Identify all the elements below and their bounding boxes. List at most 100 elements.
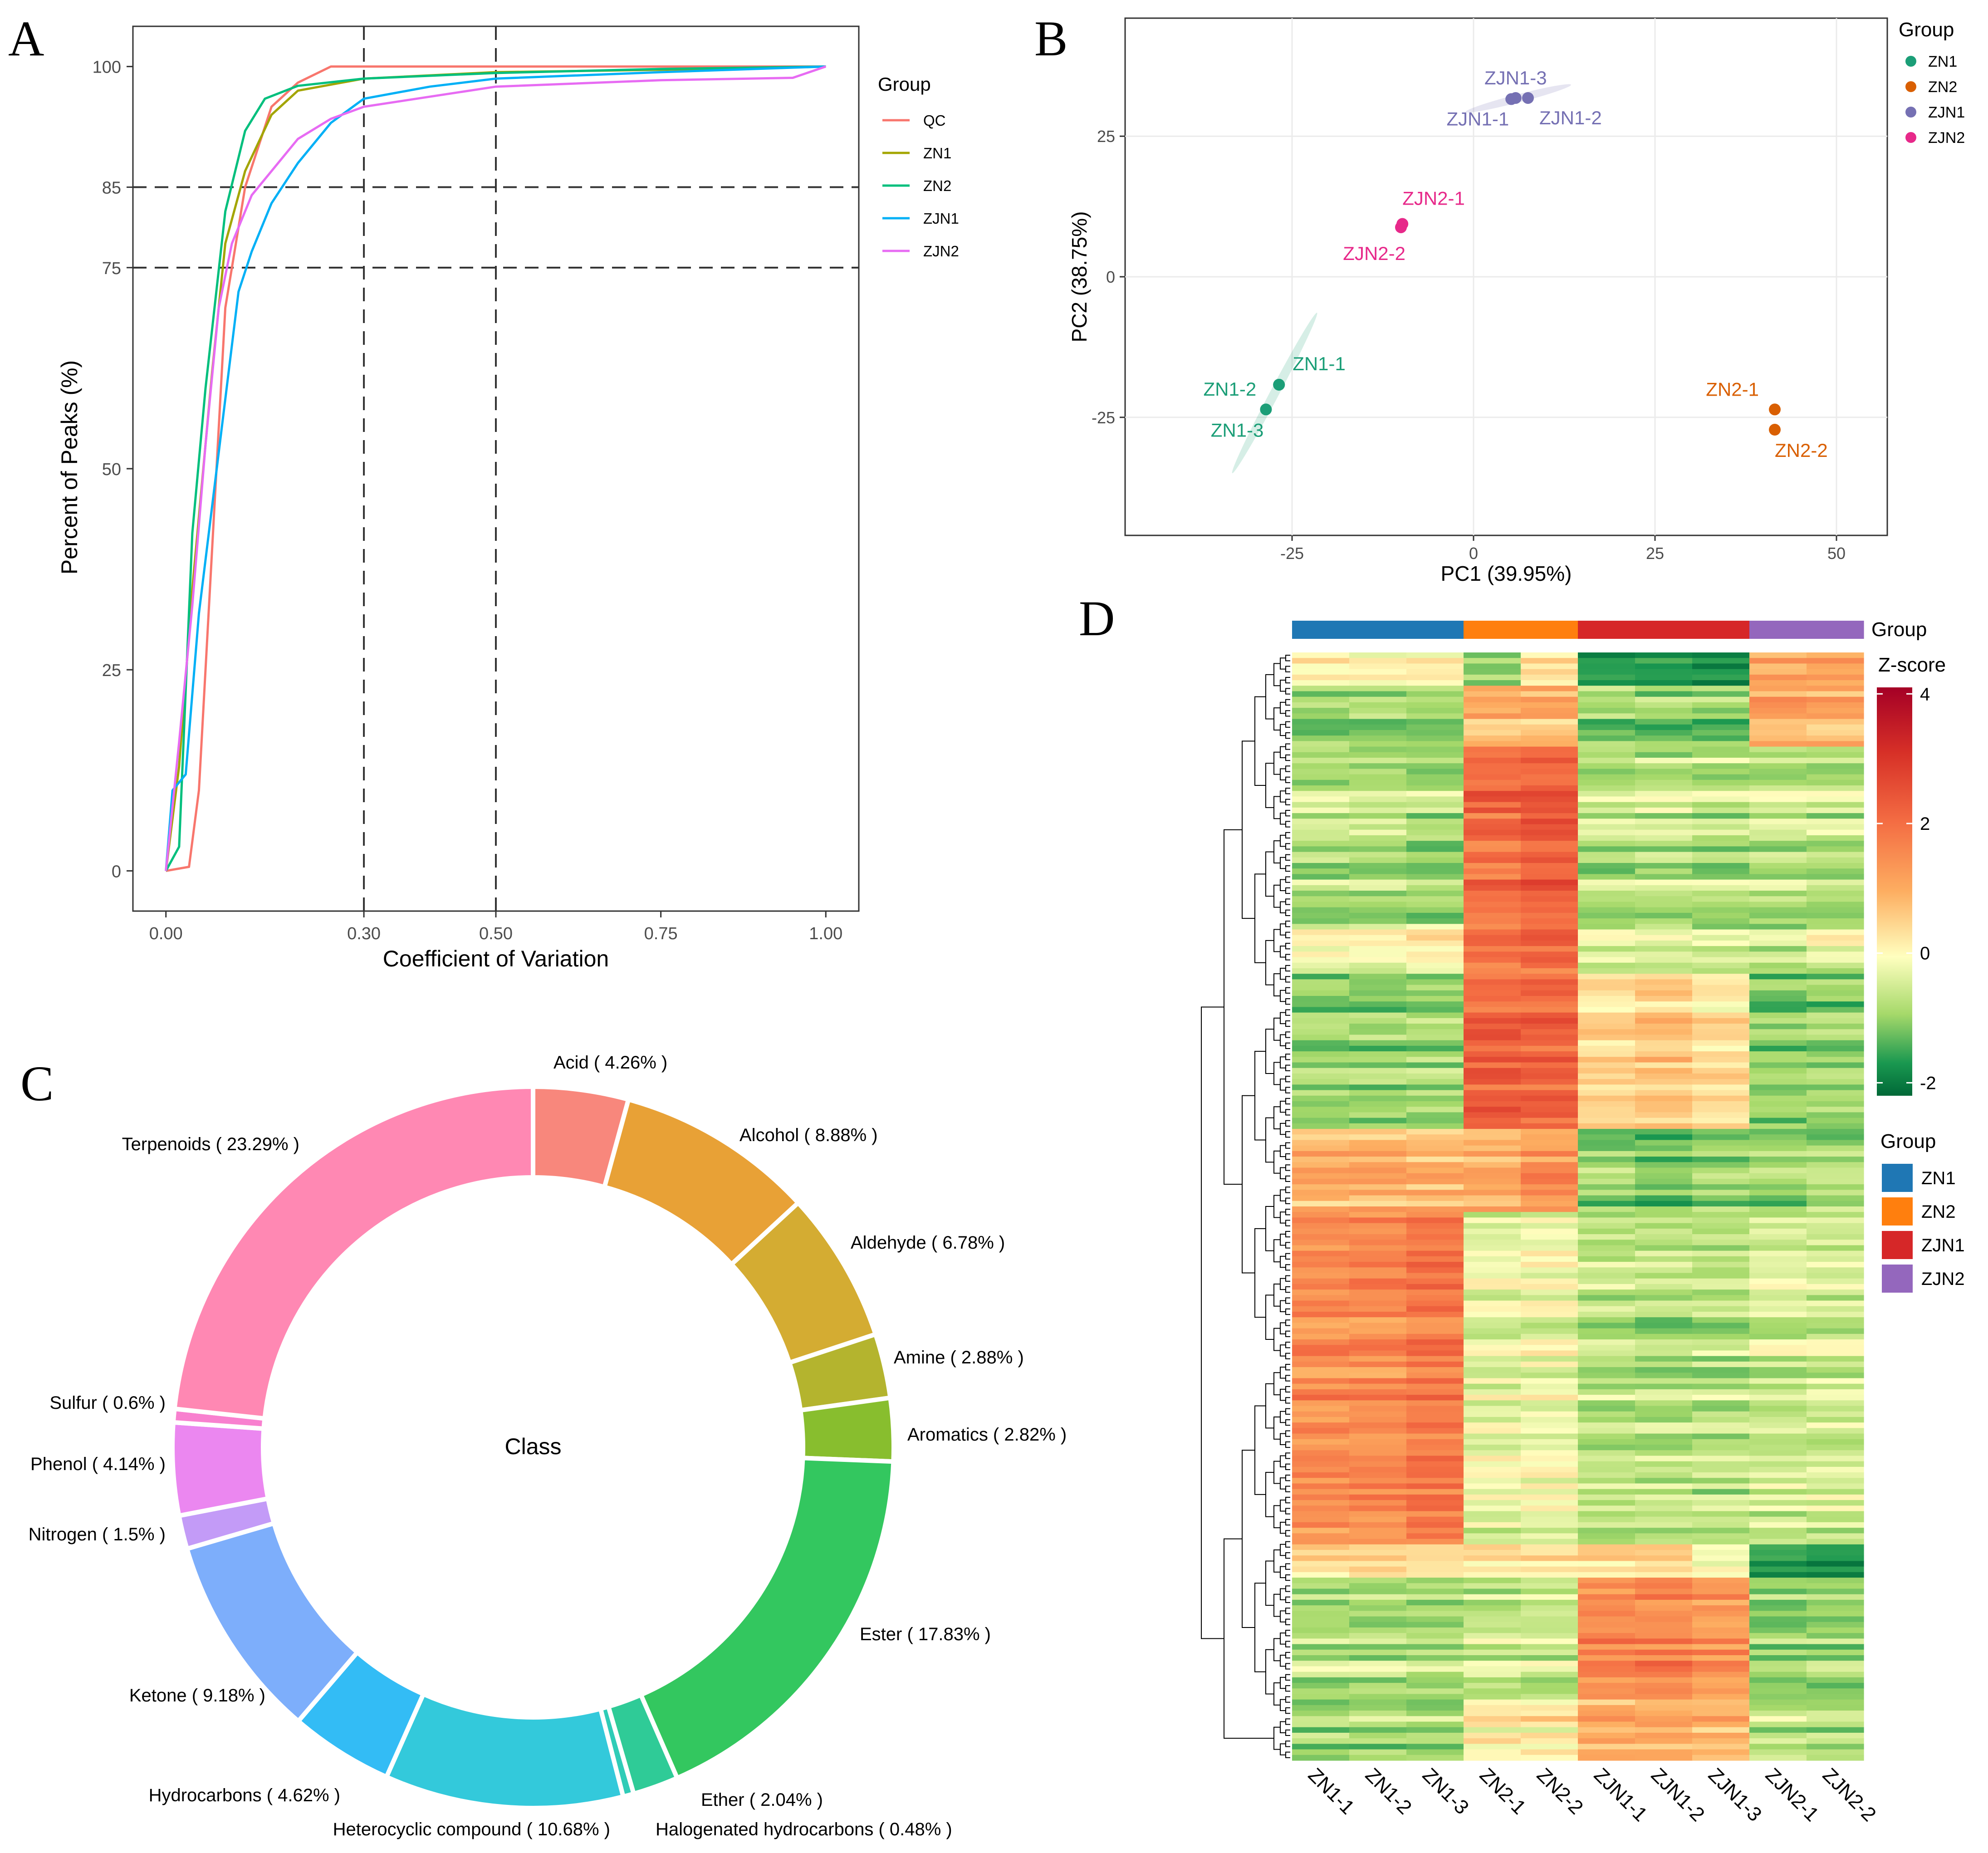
heatmap-cell (1349, 1051, 1407, 1057)
heatmap-cell (1807, 1162, 1864, 1168)
heatmap-cell (1349, 1328, 1407, 1334)
heatmap-cell (1406, 769, 1464, 775)
heatmap-cell (1578, 785, 1635, 791)
heatmap-cell (1349, 829, 1407, 836)
heatmap-cell (1635, 1278, 1693, 1284)
heatmap-cell (1521, 863, 1578, 869)
heatmap-cell (1464, 1223, 1521, 1229)
heatmap-cell (1406, 1511, 1464, 1517)
heatmap-cell (1406, 1627, 1464, 1633)
heatmap-cell (1464, 912, 1521, 919)
heatmap-cell (1349, 929, 1407, 936)
heatmap-cell (1807, 1062, 1864, 1069)
heatmap-cell (1464, 1456, 1521, 1462)
heatmap-cell (1635, 652, 1693, 658)
heatmap-cell (1635, 1173, 1693, 1179)
heatmap-cell (1807, 891, 1864, 897)
heatmap-cell (1692, 1528, 1750, 1534)
heatmap-cell (1521, 1644, 1578, 1650)
heatmap-cell (1807, 774, 1864, 780)
dendrogram-branch (1285, 1441, 1290, 1448)
heatmap-cell (1464, 791, 1521, 797)
heatmap-cell (1292, 1627, 1350, 1633)
heatmap-cell (1578, 1284, 1635, 1290)
heatmap-cell (1349, 1095, 1407, 1102)
heatmap-cell (1578, 1151, 1635, 1157)
heatmap-cell (1578, 918, 1635, 924)
dendrogram-branch (1273, 1461, 1280, 1484)
heatmap-cell (1521, 879, 1578, 886)
heatmap-cell (1406, 1494, 1464, 1500)
heatmap-cell (1349, 1478, 1407, 1484)
heatmap-cell (1635, 1345, 1693, 1351)
heatmap-cell (1349, 1024, 1407, 1029)
heatmap-cell (1578, 1705, 1635, 1711)
heatmap-cell (1749, 774, 1807, 780)
heatmap-cell (1406, 1157, 1464, 1162)
heatmap-cell (1635, 713, 1693, 720)
heatmap-cell (1749, 852, 1807, 858)
heatmap-cell (1692, 1206, 1750, 1212)
heatmap-cell (1635, 1683, 1693, 1689)
dendrogram-branch (1285, 754, 1290, 761)
slice-label-aromatics: Aromatics ( 2.82% ) (907, 1425, 1067, 1445)
dendrogram-branch (1285, 1574, 1290, 1581)
heatmap-cell (1292, 1638, 1350, 1645)
heatmap-cell (1578, 1688, 1635, 1695)
heatmap-cell (1521, 719, 1578, 725)
heatmap-cell (1292, 702, 1350, 708)
heatmap-cell (1578, 874, 1635, 880)
heatmap-cell (1807, 1079, 1864, 1085)
heatmap-cell (1692, 1445, 1750, 1451)
heatmap-cell (1749, 1157, 1807, 1162)
heatmap-cell (1349, 1157, 1407, 1162)
heatmap-cell (1635, 902, 1693, 908)
heatmap-cell (1521, 1406, 1578, 1412)
heatmap-cell (1292, 1112, 1350, 1118)
slice-phenol (170, 1420, 270, 1518)
dendrogram-branch (1273, 1328, 1280, 1351)
heatmap-cell (1349, 791, 1407, 797)
heatmap-cell (1635, 1234, 1693, 1240)
heatmap-cell (1464, 1323, 1521, 1329)
slice-ester (638, 1456, 896, 1780)
heatmap-cell (1749, 1566, 1807, 1573)
heatmap-cell (1464, 1516, 1521, 1523)
heatmap-cell (1406, 829, 1464, 836)
heatmap-cell (1464, 1755, 1521, 1761)
heatmap-cell (1807, 962, 1864, 969)
heatmap-cell (1578, 852, 1635, 858)
heatmap-cell (1749, 769, 1807, 775)
heatmap-cell (1807, 829, 1864, 836)
heatmap-cell (1292, 819, 1350, 825)
dendrogram-branch (1285, 998, 1290, 1005)
heatmap-cell (1807, 1516, 1864, 1523)
heatmap-cell (1521, 1140, 1578, 1146)
heatmap-cell (1749, 1001, 1807, 1008)
heatmap-cell (1749, 896, 1807, 902)
heatmap-cell (1292, 1622, 1350, 1628)
heatmap-cell (1292, 935, 1350, 941)
heatmap-cell (1578, 841, 1635, 847)
heatmap-cell (1521, 1699, 1578, 1706)
heatmap-cell (1521, 652, 1578, 658)
heatmap-cell (1521, 802, 1578, 808)
heatmap-cell (1521, 1079, 1578, 1085)
heatmap-cell (1521, 1134, 1578, 1141)
heatmap-cell (1749, 1466, 1807, 1473)
dendrogram-branch (1265, 1383, 1274, 1429)
heatmap-cell (1406, 1062, 1464, 1069)
heatmap-cell (1635, 1184, 1693, 1190)
heatmap-cell (1807, 946, 1864, 952)
heatmap-cell (1292, 1145, 1350, 1152)
heatmap-cell (1807, 835, 1864, 841)
heatmap-cell (1464, 1422, 1521, 1428)
dendrogram-branch (1285, 699, 1290, 706)
heatmap-cell (1635, 1588, 1693, 1595)
heatmap-cell (1692, 924, 1750, 930)
dendrogram-branch (1285, 1131, 1290, 1138)
heatmap-cell (1635, 1140, 1693, 1146)
heatmap-cell (1464, 785, 1521, 791)
heatmap-cell (1692, 652, 1750, 658)
heatmap-cell (1521, 1466, 1578, 1473)
